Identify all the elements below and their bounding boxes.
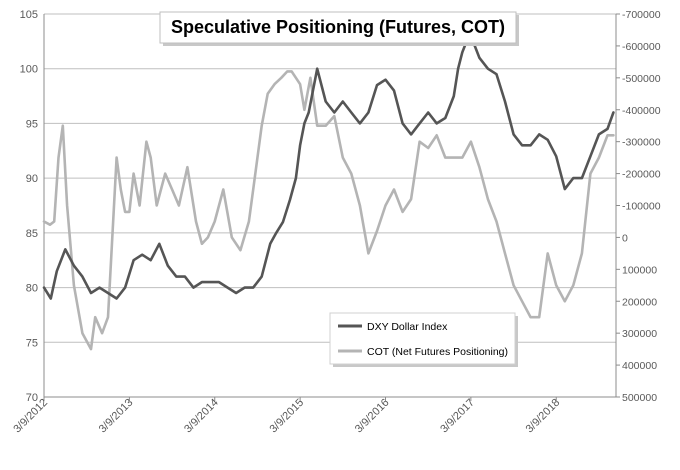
y-left-tick-label: 75 xyxy=(26,337,38,349)
y-right-tick-label: -200000 xyxy=(622,169,661,181)
x-tick-label: 3/9/2015 xyxy=(267,397,306,436)
y-right-tick-label: -600000 xyxy=(622,41,661,53)
legend-frame xyxy=(329,312,516,365)
grid-layer xyxy=(44,13,616,343)
y-right-tick-label: -300000 xyxy=(622,137,661,149)
y-right-tick-label: 0 xyxy=(622,232,628,244)
series-line-dxy xyxy=(42,34,615,300)
y-right-tick-label: -400000 xyxy=(622,105,661,117)
legend-label-cot: COT (Net Futures Positioning) xyxy=(367,346,508,358)
y-right-tick-label: 100000 xyxy=(622,264,657,276)
legend: DXY Dollar Index COT (Net Futures Positi… xyxy=(329,312,518,367)
series-layer xyxy=(42,34,615,351)
y-left-tick-label: 100 xyxy=(20,64,38,76)
y-left-tick-label: 70 xyxy=(26,392,38,404)
y-left-tick-label: 85 xyxy=(26,228,38,240)
y-left-tick-label: 95 xyxy=(26,118,38,130)
chart-title: Speculative Positioning (Futures, COT) xyxy=(171,17,505,37)
y-right-tick-label: -100000 xyxy=(622,201,661,213)
y-right-tick-label: 400000 xyxy=(622,360,657,372)
x-tick-label: 3/9/2018 xyxy=(524,397,563,436)
x-tick-label: 3/9/2014 xyxy=(182,397,221,436)
legend-label-dxy: DXY Dollar Index xyxy=(367,321,448,333)
y-right-tick-label: -500000 xyxy=(622,73,661,85)
y-left-tick-label: 90 xyxy=(26,173,38,185)
y-right-tick-label: 500000 xyxy=(622,392,657,404)
y-right-tick-label: 300000 xyxy=(622,328,657,340)
series-line-cot xyxy=(42,70,615,351)
y-right-tick-label: 200000 xyxy=(622,296,657,308)
x-tick-label: 3/9/2013 xyxy=(97,397,136,436)
x-tick-label: 3/9/2017 xyxy=(438,397,477,436)
title-box-frame xyxy=(159,11,517,44)
chart-title-box: Speculative Positioning (Futures, COT) xyxy=(159,11,519,46)
x-tick-label: 3/9/2016 xyxy=(353,397,392,436)
y-left-tick-label: 105 xyxy=(20,9,38,21)
y-left-tick-label: 80 xyxy=(26,283,38,295)
y-right-tick-label: -700000 xyxy=(622,9,661,21)
